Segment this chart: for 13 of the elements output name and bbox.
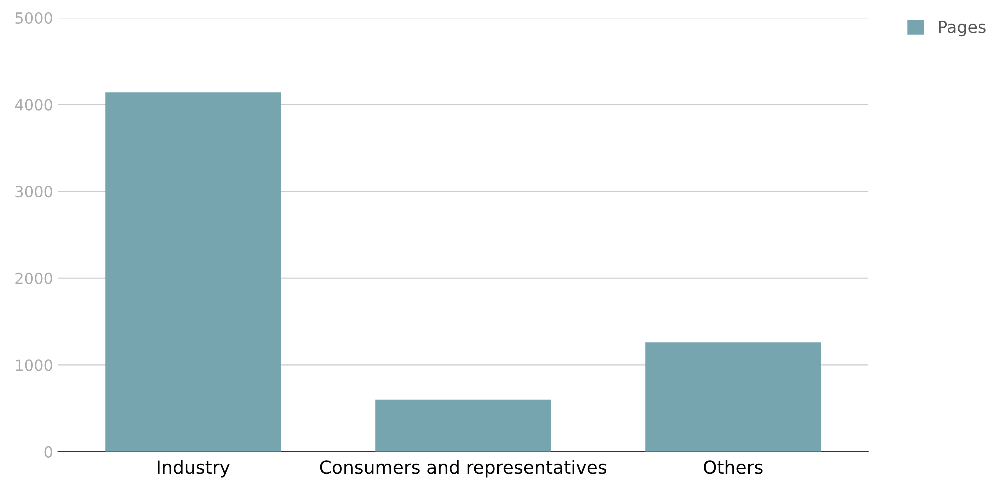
y-tick-label: 3000 bbox=[16, 186, 52, 198]
x-tick-label: Industry bbox=[158, 460, 230, 478]
legend-label: Pages bbox=[939, 21, 986, 37]
bar bbox=[106, 92, 282, 452]
y-tick-label: 0 bbox=[44, 446, 52, 458]
bar bbox=[376, 400, 552, 452]
y-tick-label: 2000 bbox=[16, 272, 52, 284]
x-tick-label: Consumers and representatives bbox=[320, 460, 606, 478]
y-tick-label: 5000 bbox=[16, 12, 52, 24]
y-tick-label: 1000 bbox=[16, 360, 52, 372]
y-tick-label: 4000 bbox=[15, 99, 52, 111]
bar bbox=[646, 342, 822, 452]
x-tick-label: Others bbox=[704, 460, 763, 474]
